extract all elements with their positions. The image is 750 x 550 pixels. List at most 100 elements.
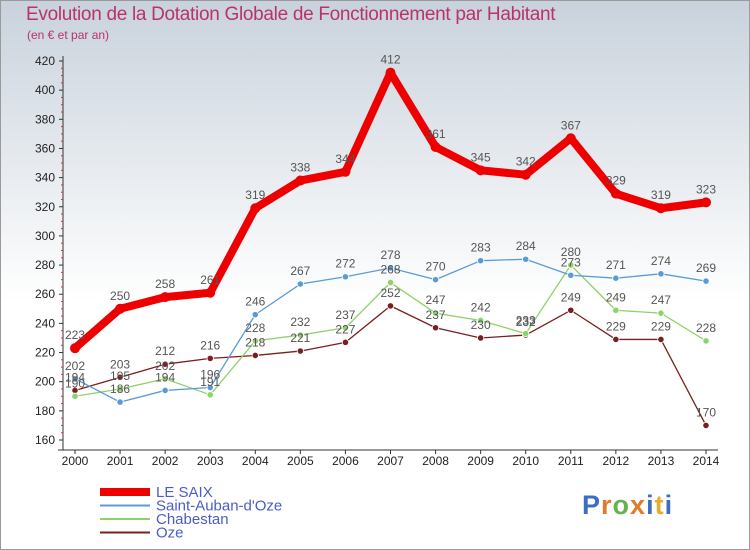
data-point-chabestan: [296, 331, 304, 339]
data-point-chabestan: [251, 337, 259, 345]
data-label-chabestan: 191: [200, 375, 220, 389]
data-point-le-saix: [115, 303, 126, 314]
data-label-le-saix: 250: [110, 289, 130, 303]
data-point-le-saix: [160, 292, 171, 303]
data-point-saint-auban-d-oze: [567, 271, 575, 279]
data-label-oze: 249: [561, 290, 581, 304]
y-tick-label: 160: [35, 433, 55, 447]
data-point-le-saix: [295, 175, 306, 186]
data-label-oze: 229: [651, 319, 671, 333]
x-tick-label: 2010: [512, 454, 539, 468]
x-tick-label: 2007: [377, 454, 404, 468]
x-tick-label: 2011: [558, 454, 584, 468]
data-point-oze: [567, 306, 575, 314]
x-tick-label: 2003: [197, 454, 224, 468]
data-point-oze: [251, 351, 259, 360]
data-point-chabestan: [71, 392, 79, 400]
data-point-saint-auban-d-oze: [206, 383, 214, 392]
data-label-oze: 232: [516, 315, 536, 329]
data-label-saint-auban-d-oze: 246: [245, 295, 265, 309]
data-point-chabestan: [386, 278, 395, 287]
data-label-oze: 221: [290, 331, 310, 345]
data-point-saint-auban-d-oze: [296, 280, 304, 288]
y-tick-label: 400: [35, 83, 55, 97]
data-point-saint-auban-d-oze: [71, 375, 79, 383]
data-point-le-saix: [430, 142, 441, 153]
x-tick-label: 2012: [603, 454, 630, 468]
data-label-le-saix: 319: [245, 188, 265, 202]
x-tick-label: 2002: [152, 454, 179, 468]
data-label-chabestan: 242: [471, 300, 491, 314]
legend-label-oze: Oze: [156, 525, 184, 542]
data-label-saint-auban-d-oze: 271: [606, 258, 626, 272]
data-point-oze: [612, 335, 620, 344]
data-point-le-saix: [205, 287, 216, 298]
x-tick-label: 2004: [242, 454, 269, 468]
y-tick-label: 300: [35, 229, 55, 243]
data-point-saint-auban-d-oze: [431, 276, 440, 284]
x-tick-label: 2013: [648, 454, 675, 468]
data-point-chabestan: [657, 309, 665, 317]
data-point-oze: [386, 302, 395, 310]
data-point-oze: [477, 334, 485, 342]
data-point-le-saix: [655, 203, 666, 214]
data-point-saint-auban-d-oze: [657, 270, 665, 278]
data-label-oze: 227: [335, 322, 355, 336]
y-tick-label: 320: [35, 200, 55, 214]
data-label-saint-auban-d-oze: 196: [200, 368, 220, 382]
proxiti-logo: Proxiti: [582, 490, 674, 520]
data-point-chabestan: [341, 324, 350, 332]
y-tick-label: 200: [35, 375, 55, 389]
data-point-le-saix: [70, 343, 80, 354]
y-tick-label: 380: [35, 112, 55, 126]
data-point-le-saix: [610, 188, 621, 199]
data-label-oze: 252: [380, 286, 400, 300]
x-tick-label: 2001: [107, 454, 134, 468]
data-label-le-saix: 261: [200, 273, 220, 287]
y-tick-label: 240: [35, 316, 55, 330]
data-label-le-saix: 223: [65, 328, 85, 342]
data-label-saint-auban-d-oze: 272: [335, 257, 355, 271]
data-label-saint-auban-d-oze: 284: [516, 239, 536, 253]
data-label-saint-auban-d-oze: 278: [380, 248, 400, 262]
data-label-chabestan: 247: [651, 293, 671, 307]
data-label-oze: 170: [696, 405, 716, 419]
data-point-le-saix: [250, 203, 261, 214]
data-point-chabestan: [116, 385, 124, 393]
data-point-oze: [341, 338, 350, 346]
data-point-oze: [116, 373, 124, 381]
data-label-oze: 203: [110, 357, 130, 371]
data-point-saint-auban-d-oze: [116, 398, 124, 406]
data-point-oze: [296, 347, 304, 355]
data-label-oze: 216: [200, 338, 220, 352]
data-label-chabestan: 280: [561, 245, 581, 259]
data-point-chabestan: [522, 329, 530, 338]
data-point-oze: [206, 354, 214, 362]
data-label-chabestan: 247: [426, 293, 446, 307]
data-point-chabestan: [567, 261, 575, 269]
chart-subtitle: (en € et par an): [27, 28, 110, 42]
data-label-saint-auban-d-oze: 186: [110, 382, 130, 396]
x-tick-label: 2000: [62, 454, 89, 468]
data-label-chabestan: 202: [155, 359, 175, 373]
y-tick-label: 180: [35, 404, 55, 418]
data-label-saint-auban-d-oze: 274: [651, 254, 671, 268]
data-label-le-saix: 412: [380, 53, 400, 67]
y-tick-label: 260: [35, 287, 55, 301]
data-point-saint-auban-d-oze: [251, 311, 259, 319]
data-point-saint-auban-d-oze: [612, 274, 620, 282]
x-tick-label: 2006: [332, 454, 359, 468]
data-point-le-saix: [385, 67, 396, 78]
data-label-le-saix: 345: [471, 150, 491, 164]
data-point-le-saix: [565, 133, 576, 144]
y-tick-label: 280: [35, 258, 55, 272]
data-label-oze: 229: [606, 319, 626, 333]
data-label-le-saix: 338: [290, 161, 310, 175]
data-label-saint-auban-d-oze: 273: [561, 255, 581, 269]
data-point-oze: [161, 360, 169, 368]
data-label-oze: 212: [155, 344, 175, 358]
data-point-saint-auban-d-oze: [477, 257, 485, 265]
data-point-saint-auban-d-oze: [161, 386, 169, 395]
